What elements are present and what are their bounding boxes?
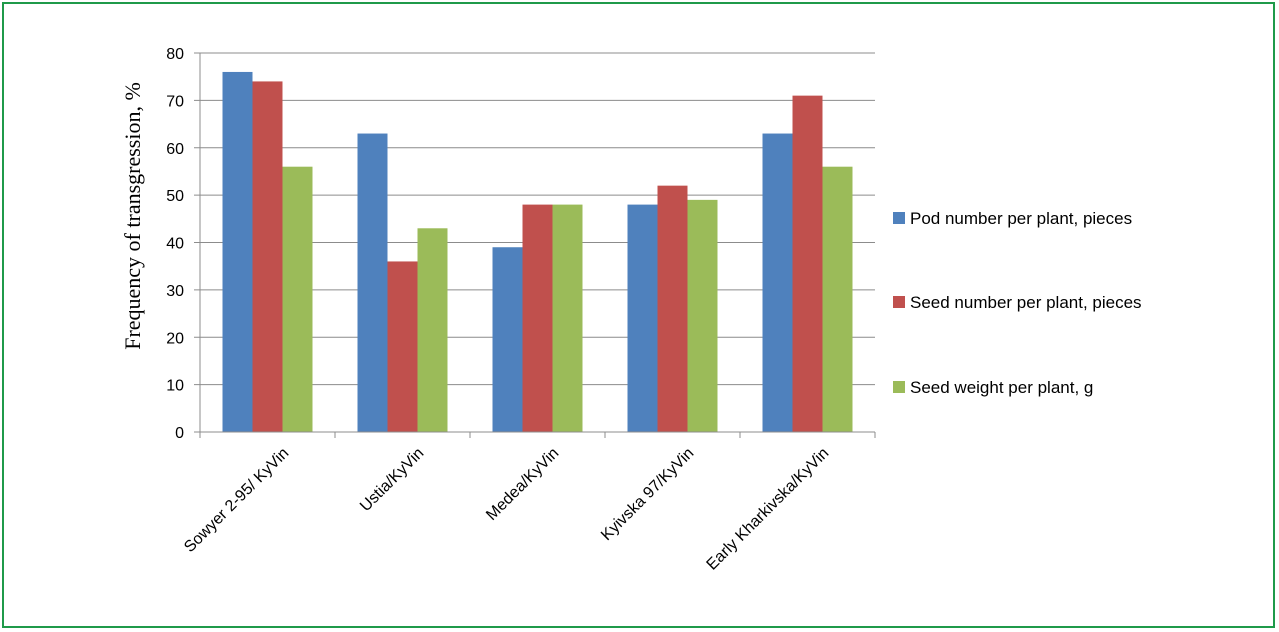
bar-2-2 (387, 261, 418, 432)
bar-1-5 (762, 133, 793, 432)
legend-label-3: Seed weight per plant, g (910, 378, 1093, 397)
axes (194, 52, 876, 438)
legend-label-1: Pod number per plant, pieces (910, 209, 1132, 228)
x-tick-label: Sowyer 2-95/ KyVin (181, 445, 292, 556)
bar-3-4 (687, 199, 718, 432)
bar-2-4 (657, 185, 688, 432)
y-tick-label: 70 (166, 93, 184, 110)
bar-3-1 (282, 166, 313, 432)
y-tick-label: 10 (166, 378, 184, 395)
y-tick-label: 50 (166, 188, 184, 205)
y-tick-labels: 0 10 20 30 40 50 60 70 80 (166, 46, 184, 442)
bar-2-5 (792, 95, 823, 432)
bar-1-1 (222, 71, 253, 432)
y-tick-label: 20 (166, 330, 184, 347)
bar-1-4 (627, 204, 658, 432)
x-tick-label: Medea/KyVin (483, 445, 562, 524)
legend-swatch-3 (893, 381, 905, 393)
bar-3-3 (552, 204, 583, 432)
legend: Pod number per plant, pieces Seed number … (893, 209, 1142, 397)
bar-3-2 (417, 228, 448, 432)
x-tick-label: Kyivska 97/KyVin (598, 445, 697, 544)
y-tick-label: 60 (166, 141, 184, 158)
y-tick-label: 0 (175, 425, 184, 442)
x-tick-label: Ustia/KyVin (357, 445, 427, 515)
y-tick-label: 40 (166, 236, 184, 253)
legend-swatch-1 (893, 212, 905, 224)
bar-1-2 (357, 133, 388, 432)
legend-swatch-2 (893, 296, 905, 308)
legend-label-2: Seed number per plant, pieces (910, 293, 1142, 312)
y-axis-label: Frequency of transgression, % (120, 82, 145, 350)
bars (222, 71, 853, 433)
y-tick-label: 30 (166, 283, 184, 300)
bar-3-5 (822, 166, 853, 432)
x-tick-labels: Sowyer 2-95/ KyVin Ustia/KyVin Medea/KyVin… (181, 445, 832, 574)
bar-1-3 (492, 247, 523, 432)
x-tick-label: Early Kharkivska/KyVin (704, 445, 833, 574)
y-tick-label: 80 (166, 46, 184, 63)
bar-2-1 (252, 81, 283, 433)
bar-2-3 (522, 204, 553, 432)
